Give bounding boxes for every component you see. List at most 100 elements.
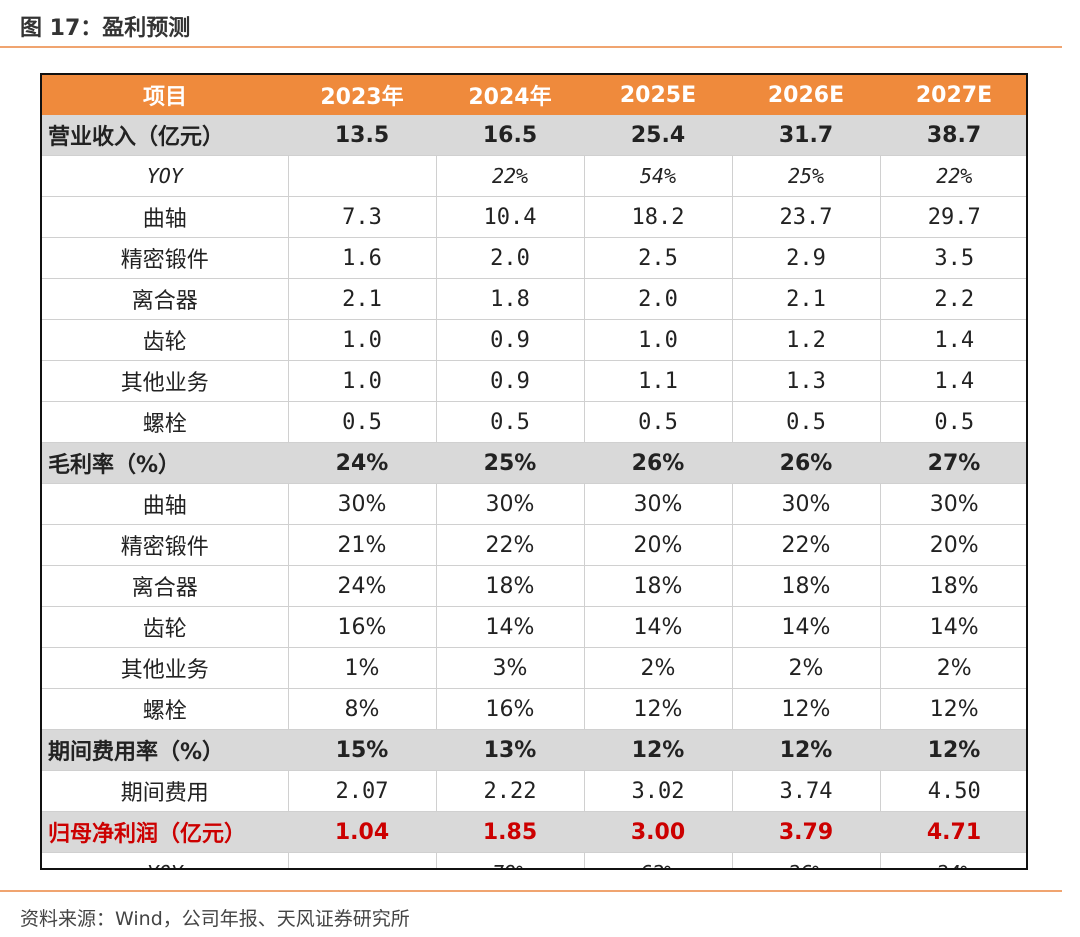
cell: 12% <box>584 688 733 730</box>
cell: 79% <box>436 852 585 868</box>
cell: 12% <box>732 729 880 771</box>
cell: 1.04 <box>288 811 436 853</box>
cell: 1.1 <box>584 360 733 402</box>
cell: 54% <box>584 155 733 197</box>
cell: 24% <box>288 565 437 607</box>
cell: 1.0 <box>288 360 437 402</box>
cell: 1% <box>288 647 437 689</box>
cell: 1.4 <box>880 319 1026 361</box>
cell: 0.5 <box>880 401 1026 443</box>
cell: 3.02 <box>584 770 733 812</box>
table-row: 毛利率（%） 24% 25% 26% 26% 27% <box>42 442 1026 484</box>
table-row: 曲轴 30% 30% 30% 30% 30% <box>42 483 1026 525</box>
row-label: 齿轮 <box>42 319 289 361</box>
cell: 31.7 <box>732 115 880 156</box>
cell: 1.0 <box>584 319 733 361</box>
cell: 12% <box>732 688 881 730</box>
cell: 2% <box>584 647 733 689</box>
cell: 0.5 <box>288 401 437 443</box>
table-row: 归母净利润（亿元） 1.04 1.85 3.00 3.79 4.71 <box>42 811 1026 853</box>
table-row: 曲轴 7.3 10.4 18.2 23.7 29.7 <box>42 196 1026 238</box>
cell: 2.0 <box>436 237 585 279</box>
table-row: YOY 79% 62% 26% 24% <box>42 852 1026 868</box>
row-label: 精密锻件 <box>42 524 289 566</box>
cell: 2% <box>880 647 1026 689</box>
cell: 22% <box>880 155 1026 197</box>
cell: 30% <box>584 483 733 525</box>
profit-forecast-table: 项目 2023年 2024年 2025E 2026E 2027E 营业收入（亿元… <box>40 73 1028 870</box>
cell: 38.7 <box>880 115 1026 156</box>
cell: 15% <box>288 729 436 771</box>
cell: 12% <box>880 729 1026 771</box>
cell: 16% <box>288 606 437 648</box>
row-label: 其他业务 <box>42 647 289 689</box>
source-note: 资料来源：Wind，公司年报、天风证券研究所 <box>20 908 410 930</box>
row-label: 其他业务 <box>42 360 289 402</box>
cell: 13.5 <box>288 115 436 156</box>
cell: 25% <box>436 442 584 484</box>
cell: 2.07 <box>288 770 437 812</box>
cell: 23.7 <box>732 196 881 238</box>
cell: 30% <box>288 483 437 525</box>
table-row: 齿轮 1.0 0.9 1.0 1.2 1.4 <box>42 319 1026 361</box>
cell: 1.3 <box>732 360 881 402</box>
row-label: 离合器 <box>42 278 289 320</box>
cell: 2.0 <box>584 278 733 320</box>
row-label: 螺栓 <box>42 688 289 730</box>
table-row: 其他业务 1.0 0.9 1.1 1.3 1.4 <box>42 360 1026 402</box>
top-divider <box>0 46 1062 48</box>
cell: 16% <box>436 688 585 730</box>
cell: 13% <box>436 729 584 771</box>
cell: 3.74 <box>732 770 881 812</box>
cell: 0.5 <box>732 401 881 443</box>
bottom-divider <box>0 890 1062 892</box>
cell: 2.22 <box>436 770 585 812</box>
table-row: 齿轮 16% 14% 14% 14% 14% <box>42 606 1026 648</box>
row-label: YOY <box>42 852 289 868</box>
cell: 2.2 <box>880 278 1026 320</box>
cell: 18.2 <box>584 196 733 238</box>
cell: 26% <box>584 442 732 484</box>
cell: 22% <box>436 524 585 566</box>
row-label: 离合器 <box>42 565 289 607</box>
table-row: 精密锻件 21% 22% 20% 22% 20% <box>42 524 1026 566</box>
header-item: 项目 <box>42 75 288 115</box>
cell: 10.4 <box>436 196 585 238</box>
cell: 2.1 <box>288 278 437 320</box>
cell: 3.00 <box>584 811 732 853</box>
cell: 0.5 <box>584 401 733 443</box>
header-2025e: 2025E <box>584 75 732 115</box>
cell: 1.8 <box>436 278 585 320</box>
cell: 0.9 <box>436 319 585 361</box>
cell: 22% <box>732 524 881 566</box>
cell: 12% <box>880 688 1026 730</box>
table-row: 螺栓 8% 16% 12% 12% 12% <box>42 688 1026 730</box>
row-label: 螺栓 <box>42 401 289 443</box>
table-row: 其他业务 1% 3% 2% 2% 2% <box>42 647 1026 689</box>
cell: 30% <box>732 483 881 525</box>
cell: 1.4 <box>880 360 1026 402</box>
cell: 18% <box>732 565 881 607</box>
row-label: YOY <box>42 155 289 197</box>
row-label: 期间费用 <box>42 770 289 812</box>
cell: 26% <box>732 852 881 868</box>
cell: 14% <box>880 606 1026 648</box>
cell: 3.5 <box>880 237 1026 279</box>
table-row: YOY 22% 54% 25% 22% <box>42 155 1026 197</box>
table-row: 营业收入（亿元） 13.5 16.5 25.4 31.7 38.7 <box>42 115 1026 156</box>
table-row: 期间费用 2.07 2.22 3.02 3.74 4.50 <box>42 770 1026 812</box>
cell: 21% <box>288 524 437 566</box>
row-label: 营业收入（亿元） <box>42 115 288 156</box>
table-row: 精密锻件 1.6 2.0 2.5 2.9 3.5 <box>42 237 1026 279</box>
table-row: 离合器 2.1 1.8 2.0 2.1 2.2 <box>42 278 1026 320</box>
cell: 30% <box>436 483 585 525</box>
cell: 2% <box>732 647 881 689</box>
cell <box>288 155 437 197</box>
header-2026e: 2026E <box>732 75 880 115</box>
cell: 30% <box>880 483 1026 525</box>
table-row: 期间费用率（%） 15% 13% 12% 12% 12% <box>42 729 1026 771</box>
cell: 12% <box>584 729 732 771</box>
cell: 1.85 <box>436 811 584 853</box>
cell: 2.9 <box>732 237 881 279</box>
cell: 25% <box>732 155 881 197</box>
